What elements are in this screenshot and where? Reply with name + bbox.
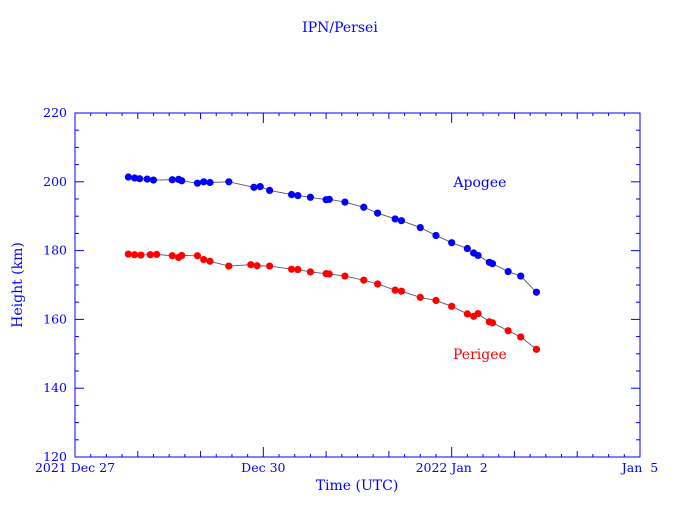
perigee-point — [168, 252, 176, 260]
apogee-point — [504, 267, 512, 276]
apogee-point — [143, 175, 151, 183]
series-layer — [124, 173, 541, 353]
apogee-point — [200, 178, 208, 186]
perigee-point — [488, 319, 497, 327]
x-tick-label: Jan 5 — [620, 460, 658, 475]
apogee-point — [178, 177, 186, 185]
perigee-point — [253, 262, 261, 270]
perigee-point — [325, 270, 333, 278]
apogee-point — [256, 183, 264, 191]
apogee-point — [373, 209, 382, 217]
y-tick-label: 200 — [43, 174, 67, 189]
perigee-point — [287, 265, 296, 273]
series-perigee — [124, 250, 541, 353]
perigee-point — [504, 327, 512, 335]
apogee-point — [488, 260, 497, 268]
chart-title: IPN/Persei — [302, 20, 378, 36]
perigee-point — [448, 302, 456, 310]
perigee-point — [146, 251, 154, 259]
perigee-point — [247, 261, 255, 269]
y-tick-label: 140 — [43, 380, 67, 395]
apogee-point — [193, 179, 202, 187]
apogee-point — [341, 198, 349, 206]
y-tick-label: 180 — [43, 243, 67, 258]
perigee-point — [416, 293, 424, 301]
perigee-point — [463, 310, 471, 318]
apogee-point — [474, 251, 482, 260]
apogee-point — [448, 239, 456, 247]
plot-frame — [74, 112, 641, 458]
x-axis-label: Time (UTC) — [316, 478, 399, 494]
apogee-point — [416, 223, 424, 232]
apogee-point — [149, 176, 158, 184]
apogee-point — [124, 173, 132, 181]
perigee-point — [532, 345, 541, 353]
y-tick-label: 160 — [43, 311, 67, 326]
perigee-point — [200, 255, 208, 264]
perigee-point — [391, 286, 399, 294]
y-axis: 120 140 160 180 200 220 — [43, 105, 640, 464]
apogee-point — [463, 244, 471, 253]
perigee-point — [373, 280, 382, 288]
perigee-point — [266, 262, 274, 270]
apogee-point — [287, 190, 296, 199]
x-tick-label: 2022 Jan 2 — [416, 460, 488, 475]
x-tick-label: 2021 Dec 27 — [35, 460, 115, 475]
x-axis: 2021 Dec 27 Dec 30 2022 Jan 2 Jan 5 — [35, 113, 658, 475]
x-tick-label: Dec 30 — [241, 460, 285, 475]
apogee-point — [532, 288, 541, 296]
apogee-point — [168, 176, 176, 184]
perigee-point — [178, 251, 186, 260]
perigee-point — [153, 250, 161, 258]
apogee-point — [136, 175, 144, 183]
perigee-point — [294, 265, 302, 274]
perigee-label: Perigee — [453, 347, 507, 363]
apogee-point — [250, 183, 258, 191]
apogee-point — [306, 193, 315, 201]
series-labels: Apogee Perigee — [452, 175, 506, 363]
apogee-label: Apogee — [452, 175, 506, 191]
apogee-point — [517, 272, 525, 280]
y-axis-label: Height (km) — [10, 242, 26, 328]
perigee-point — [432, 296, 440, 305]
perigee-point — [193, 252, 202, 260]
perigee-point — [225, 262, 233, 270]
apogee-point — [325, 195, 333, 203]
perigee-point — [124, 250, 132, 258]
perigee-point — [206, 257, 214, 265]
perigee-point — [131, 251, 139, 259]
y-tick-label: 220 — [43, 105, 67, 120]
perigee-line — [128, 253, 537, 350]
series-apogee — [124, 173, 541, 296]
apogee-point — [206, 178, 214, 187]
perigee-point — [474, 309, 482, 318]
perigee-point — [517, 333, 525, 341]
apogee-point — [397, 217, 406, 225]
apogee-point — [360, 203, 368, 211]
apogee-point — [225, 178, 233, 186]
perigee-point — [306, 268, 315, 276]
perigee-point — [360, 276, 368, 284]
apogee-point — [266, 186, 274, 194]
apogee-point — [391, 215, 399, 223]
apogee-point — [432, 231, 440, 240]
perigee-point — [137, 251, 145, 259]
perigee-point — [341, 272, 349, 280]
y-tick-label: 120 — [43, 449, 67, 464]
apogee-point — [294, 191, 302, 200]
perigee-point — [397, 287, 406, 295]
